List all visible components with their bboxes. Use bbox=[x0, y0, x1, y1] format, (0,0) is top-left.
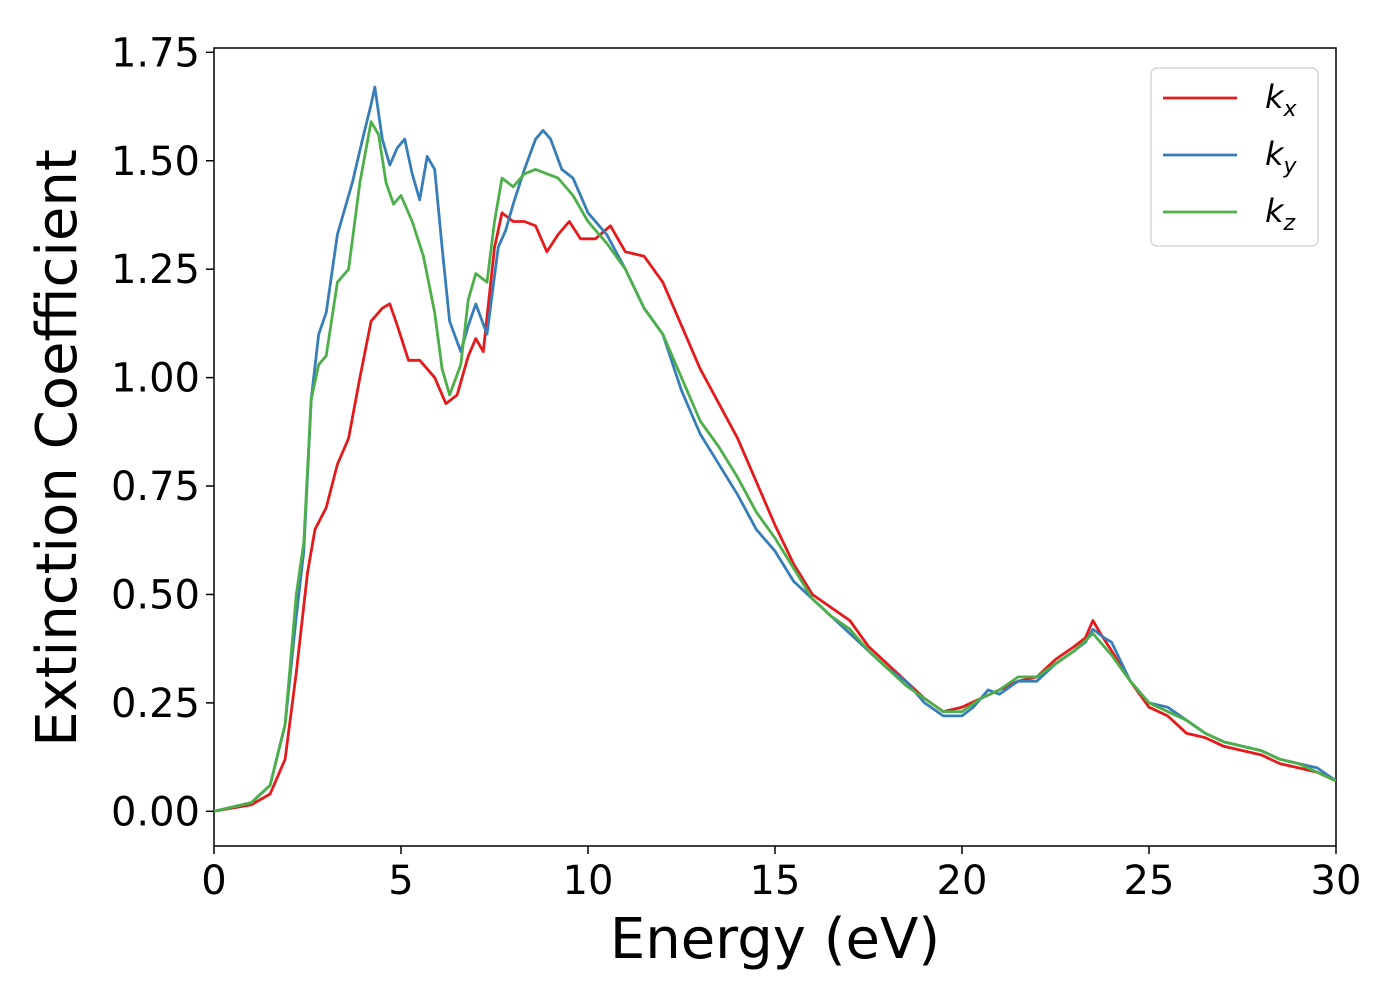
y-tick-label: 1.75 bbox=[111, 30, 200, 76]
x-tick-label: 20 bbox=[937, 858, 988, 904]
x-tick-label: 30 bbox=[1311, 858, 1362, 904]
y-tick-label: 0.25 bbox=[111, 681, 200, 727]
y-tick-label: 0.75 bbox=[111, 464, 200, 510]
x-tick-label: 0 bbox=[201, 858, 226, 904]
x-tick-label: 10 bbox=[563, 858, 614, 904]
legend-label-y: ky bbox=[1265, 135, 1298, 179]
legend-box bbox=[1150, 67, 1319, 247]
y-tick-label: 0.00 bbox=[111, 789, 200, 835]
series-line-x bbox=[214, 211, 1336, 813]
x-tick-label: 15 bbox=[750, 858, 801, 904]
y-tick-label: 1.00 bbox=[111, 356, 200, 402]
x-tick-label: 5 bbox=[388, 858, 413, 904]
plot-area bbox=[213, 47, 1337, 847]
series-line-z bbox=[214, 120, 1336, 813]
x-tick-label: 25 bbox=[1124, 858, 1175, 904]
plot-frame bbox=[213, 47, 1337, 847]
legend: kx ky kz bbox=[1150, 67, 1319, 247]
legend-label-z: kz bbox=[1265, 192, 1296, 236]
y-tick-label: 0.50 bbox=[111, 572, 200, 618]
y-tick-label: 1.50 bbox=[111, 139, 200, 185]
legend-label-x: kx bbox=[1265, 78, 1298, 122]
series-layer bbox=[214, 85, 1336, 813]
y-axis-title: Extinction Coefficient bbox=[25, 149, 90, 747]
axes-layer: 0 5 10 15 20 25 30 0.00 0.25 0.50 0.75 1.00 1.25 1.50… bbox=[111, 30, 1362, 904]
x-axis-title: Energy (eV) bbox=[610, 907, 940, 972]
y-tick-label: 1.25 bbox=[111, 247, 200, 293]
